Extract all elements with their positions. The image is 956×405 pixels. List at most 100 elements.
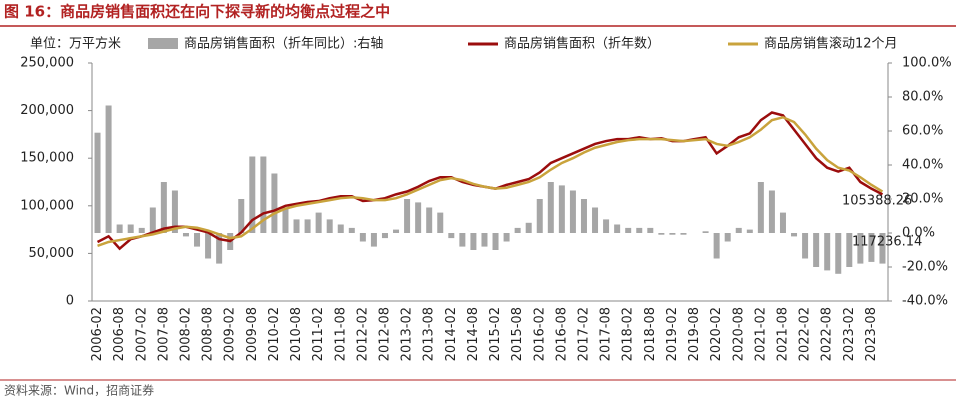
bar	[669, 233, 676, 235]
y-tick-label: 50,000	[29, 246, 75, 261]
bar	[404, 199, 411, 233]
x-tick-label: 2017-08	[599, 307, 614, 361]
chart-title: 图 16：商品房销售面积还在向下探寻新的均衡点过程之中	[4, 3, 390, 21]
bar	[724, 233, 731, 242]
x-tick-label: 2013-02	[400, 307, 415, 361]
x-tick-label: 2012-02	[355, 307, 370, 361]
annotation: 105388.26	[842, 194, 912, 209]
bar	[746, 229, 753, 233]
bar	[503, 233, 510, 242]
bar	[370, 233, 377, 247]
bar	[182, 233, 189, 237]
x-tick-label: 2023-02	[842, 307, 857, 361]
legend-label: 商品房销售滚动12个月	[764, 36, 898, 52]
x-tick-label: 2008-08	[201, 307, 216, 361]
bar	[525, 222, 532, 233]
y-tick-label: 250,000	[20, 56, 74, 71]
x-tick-label: 2020-08	[731, 307, 746, 361]
x-tick-label: 2012-08	[377, 307, 392, 361]
y2-tick-label: 60.0%	[902, 124, 943, 139]
bar	[149, 207, 156, 233]
annotation: 117236.14	[852, 235, 922, 250]
y2-tick-label: 20.0%	[902, 192, 943, 207]
bar	[470, 233, 477, 250]
x-tick-label: 2014-08	[466, 307, 481, 361]
bar	[813, 233, 820, 267]
bar	[282, 207, 289, 233]
bar	[757, 182, 764, 233]
x-tick-label: 2021-02	[753, 307, 768, 361]
x-tick-label: 2006-08	[112, 307, 127, 361]
x-tick-label: 2015-08	[510, 307, 525, 361]
bar	[536, 199, 543, 233]
bar	[426, 207, 433, 233]
x-tick-label: 2015-02	[488, 307, 503, 361]
x-tick-label: 2022-02	[798, 307, 813, 361]
bar	[779, 212, 786, 233]
bar	[260, 156, 267, 233]
bar	[492, 233, 499, 250]
bar	[835, 233, 842, 274]
bar	[569, 190, 576, 233]
bar	[625, 227, 632, 233]
bar	[735, 227, 742, 233]
bar	[547, 182, 554, 233]
x-tick-label: 2017-02	[576, 307, 591, 361]
x-tick-label: 2019-02	[665, 307, 680, 361]
bar	[315, 212, 322, 233]
bar	[592, 207, 599, 233]
y-tick-label: 0	[66, 294, 74, 309]
x-tick-label: 2010-08	[289, 307, 304, 361]
x-tick-label: 2014-02	[444, 307, 459, 361]
bar	[127, 224, 134, 233]
x-tick-label: 2016-08	[554, 307, 569, 361]
bar	[238, 199, 245, 233]
bar	[768, 190, 775, 233]
bar	[293, 219, 300, 233]
y-tick-label: 100,000	[20, 198, 74, 213]
y-tick-label: 200,000	[20, 103, 74, 118]
x-tick-label: 2018-02	[621, 307, 636, 361]
x-tick-label: 2009-02	[223, 307, 238, 361]
bar	[359, 233, 366, 242]
bar	[802, 233, 809, 259]
legend-label: 商品房销售面积（折年数）	[504, 36, 660, 52]
bar	[205, 233, 212, 259]
bar	[580, 199, 587, 233]
bar	[614, 224, 621, 233]
bar	[381, 233, 388, 239]
x-tick-label: 2018-08	[643, 307, 658, 361]
bar	[116, 224, 123, 233]
legend-label: 商品房销售面积（折年同比）:右轴	[184, 36, 383, 52]
bar	[171, 190, 178, 233]
bar	[459, 233, 466, 247]
x-tick-label: 2022-08	[820, 307, 835, 361]
bar	[514, 227, 521, 233]
bar	[791, 233, 798, 237]
bar	[647, 227, 654, 233]
line	[96, 111, 884, 251]
bar	[702, 231, 709, 233]
bar	[879, 233, 886, 264]
y2-tick-label: -20.0%	[902, 260, 948, 275]
bar	[337, 224, 344, 233]
y2-tick-label: -40.0%	[902, 294, 948, 309]
x-tick-label: 2010-02	[267, 307, 282, 361]
bar	[160, 182, 167, 233]
bar	[658, 233, 665, 235]
bar	[393, 229, 400, 233]
x-tick-label: 2007-02	[134, 307, 149, 361]
x-tick-label: 2011-02	[311, 307, 326, 361]
x-tick-label: 2016-02	[532, 307, 547, 361]
bar	[348, 227, 355, 233]
bar	[868, 233, 875, 262]
bar	[603, 219, 610, 233]
bar	[824, 233, 831, 271]
bar	[846, 233, 853, 267]
x-tick-label: 2008-02	[178, 307, 193, 361]
x-tick-label: 2021-08	[775, 307, 790, 361]
x-tick-label: 2011-08	[333, 307, 348, 361]
y2-tick-label: 0.0%	[902, 226, 935, 241]
bar	[94, 132, 101, 233]
